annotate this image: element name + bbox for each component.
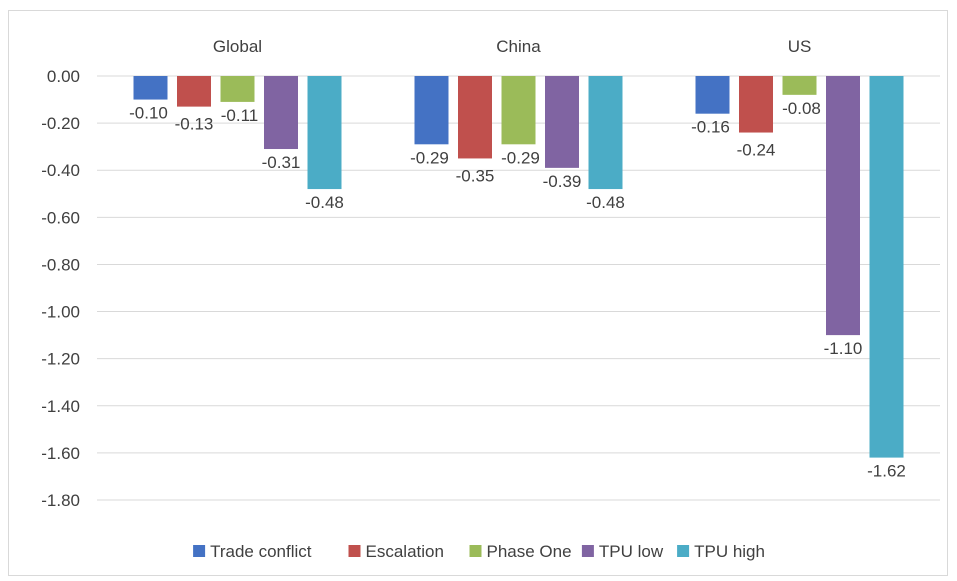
legend-label: Phase One	[487, 542, 572, 561]
legend-swatch	[348, 545, 361, 557]
data-label: -0.48	[586, 193, 625, 212]
data-label: -1.62	[867, 462, 906, 481]
data-label: -0.39	[543, 172, 582, 191]
legend-label: Trade conflict	[210, 542, 312, 561]
y-tick-label: -1.00	[41, 303, 80, 322]
y-tick-label: -1.20	[41, 350, 80, 369]
category-label: US	[788, 37, 812, 56]
legend-swatch	[193, 545, 206, 557]
y-tick-label: -1.60	[41, 444, 80, 463]
data-label: -0.48	[305, 193, 344, 212]
y-tick-label: 0.00	[47, 67, 80, 86]
category-label: Global	[213, 37, 262, 56]
y-tick-label: -1.80	[41, 491, 80, 510]
legend-swatch	[677, 545, 690, 557]
y-tick-label: -0.60	[41, 208, 80, 227]
y-tick-label: -0.20	[41, 114, 80, 133]
bar	[501, 76, 536, 145]
bar	[545, 76, 579, 168]
data-label: -0.08	[782, 99, 821, 118]
legend-swatch	[581, 545, 594, 557]
bar	[869, 76, 904, 458]
bar	[220, 76, 255, 102]
bar	[782, 76, 817, 95]
data-label: -0.31	[262, 153, 301, 172]
bar	[588, 76, 623, 190]
data-label: -0.11	[221, 106, 259, 125]
data-label: -0.16	[691, 118, 730, 137]
data-label: -1.10	[824, 339, 863, 358]
bar	[307, 76, 342, 190]
data-label: -0.13	[175, 115, 214, 134]
data-label: -0.29	[410, 148, 449, 167]
bar	[264, 76, 298, 150]
y-tick-label: -0.40	[41, 161, 80, 180]
bar	[739, 76, 773, 133]
y-tick-label: -1.40	[41, 397, 80, 416]
legend-label: Escalation	[366, 542, 444, 561]
category-label: China	[496, 37, 541, 56]
legend-label: TPU low	[599, 542, 664, 561]
data-label: -0.24	[737, 141, 776, 160]
data-label: -0.10	[129, 104, 168, 123]
bar	[458, 76, 492, 159]
y-tick-label: -0.80	[41, 255, 80, 274]
bar	[695, 76, 730, 114]
bar	[133, 76, 168, 100]
data-label: -0.29	[501, 148, 540, 167]
legend-swatch	[469, 545, 482, 557]
bar	[177, 76, 211, 107]
bar	[414, 76, 449, 145]
bar	[826, 76, 860, 336]
legend-label: TPU high	[694, 542, 765, 561]
data-label: -0.35	[456, 166, 495, 185]
